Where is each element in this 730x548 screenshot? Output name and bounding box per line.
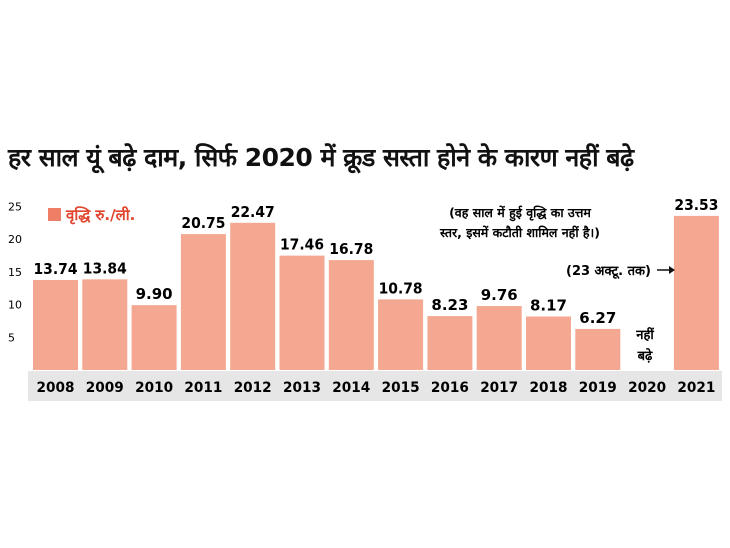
value-label-2021: 23.53 bbox=[674, 196, 718, 214]
x-tick-label-2014: 2014 bbox=[332, 380, 370, 396]
bar-2008 bbox=[33, 280, 78, 370]
value-label-2017: 9.76 bbox=[481, 286, 518, 304]
value-label-2013: 17.46 bbox=[280, 236, 324, 254]
value-label-2009: 13.84 bbox=[83, 259, 127, 277]
annotation-2021: (23 अक्टू. तक) bbox=[566, 264, 651, 279]
x-tick-label-2018: 2018 bbox=[530, 380, 568, 396]
annotation-arrow-head bbox=[669, 266, 675, 274]
chart-title: हर साल यूं बढ़े दाम, सिर्फ 2020 में क्रू… bbox=[8, 143, 634, 172]
x-axis-strip bbox=[28, 371, 722, 401]
chart-note-line1: (वह साल में हुई वृद्धि का उत्तम bbox=[449, 205, 591, 222]
y-tick-label: 5 bbox=[8, 331, 15, 344]
value-label-2016: 8.23 bbox=[431, 296, 468, 314]
x-tick-label-2015: 2015 bbox=[382, 380, 420, 396]
bar-2018 bbox=[526, 316, 571, 370]
bar-2009 bbox=[82, 279, 128, 370]
value-label-2011: 20.75 bbox=[181, 214, 225, 232]
bar-2015 bbox=[378, 299, 424, 370]
x-tick-label-2016: 2016 bbox=[431, 380, 469, 396]
bar-2019 bbox=[575, 328, 621, 370]
bar-2012 bbox=[230, 222, 276, 370]
bar-2011 bbox=[180, 234, 226, 370]
no-increase-label-line2: बढ़े bbox=[637, 348, 653, 364]
value-label-2014: 16.78 bbox=[329, 240, 373, 258]
bar-2016 bbox=[427, 316, 473, 370]
legend-swatch bbox=[48, 208, 61, 221]
value-label-2012: 22.47 bbox=[231, 203, 275, 221]
x-tick-label-2020: 2020 bbox=[628, 380, 666, 396]
x-tick-label-2013: 2013 bbox=[283, 380, 321, 396]
chart-note-line2: स्तर, इसमें कटौती शामिल नहीं है।) bbox=[439, 225, 600, 240]
value-label-2018: 8.17 bbox=[530, 296, 567, 314]
x-tick-label-2019: 2019 bbox=[579, 380, 617, 396]
bar-2014 bbox=[328, 260, 374, 370]
x-tick-label-2017: 2017 bbox=[480, 380, 518, 396]
x-tick-label-2009: 2009 bbox=[86, 380, 124, 396]
bar-2017 bbox=[476, 306, 522, 370]
bar-2010 bbox=[131, 305, 177, 370]
value-label-2008: 13.74 bbox=[34, 260, 78, 278]
value-label-2019: 6.27 bbox=[579, 309, 616, 327]
x-tick-label-2012: 2012 bbox=[234, 380, 272, 396]
x-tick-label-2008: 2008 bbox=[37, 380, 75, 396]
bar-2013 bbox=[279, 255, 325, 370]
value-label-2015: 10.78 bbox=[379, 279, 423, 297]
bar-2021 bbox=[673, 215, 719, 370]
x-tick-label-2010: 2010 bbox=[135, 380, 173, 396]
y-tick-label: 20 bbox=[8, 233, 22, 246]
y-tick-label: 10 bbox=[8, 299, 22, 312]
x-tick-label-2021: 2021 bbox=[677, 380, 715, 396]
y-tick-label: 15 bbox=[8, 266, 22, 279]
x-tick-label-2011: 2011 bbox=[184, 380, 222, 396]
no-increase-label-line1: नहीं bbox=[635, 326, 654, 343]
y-tick-label: 25 bbox=[8, 200, 22, 213]
value-label-2010: 9.90 bbox=[136, 285, 173, 303]
legend-label: वृद्धि रु./ली. bbox=[65, 206, 135, 225]
